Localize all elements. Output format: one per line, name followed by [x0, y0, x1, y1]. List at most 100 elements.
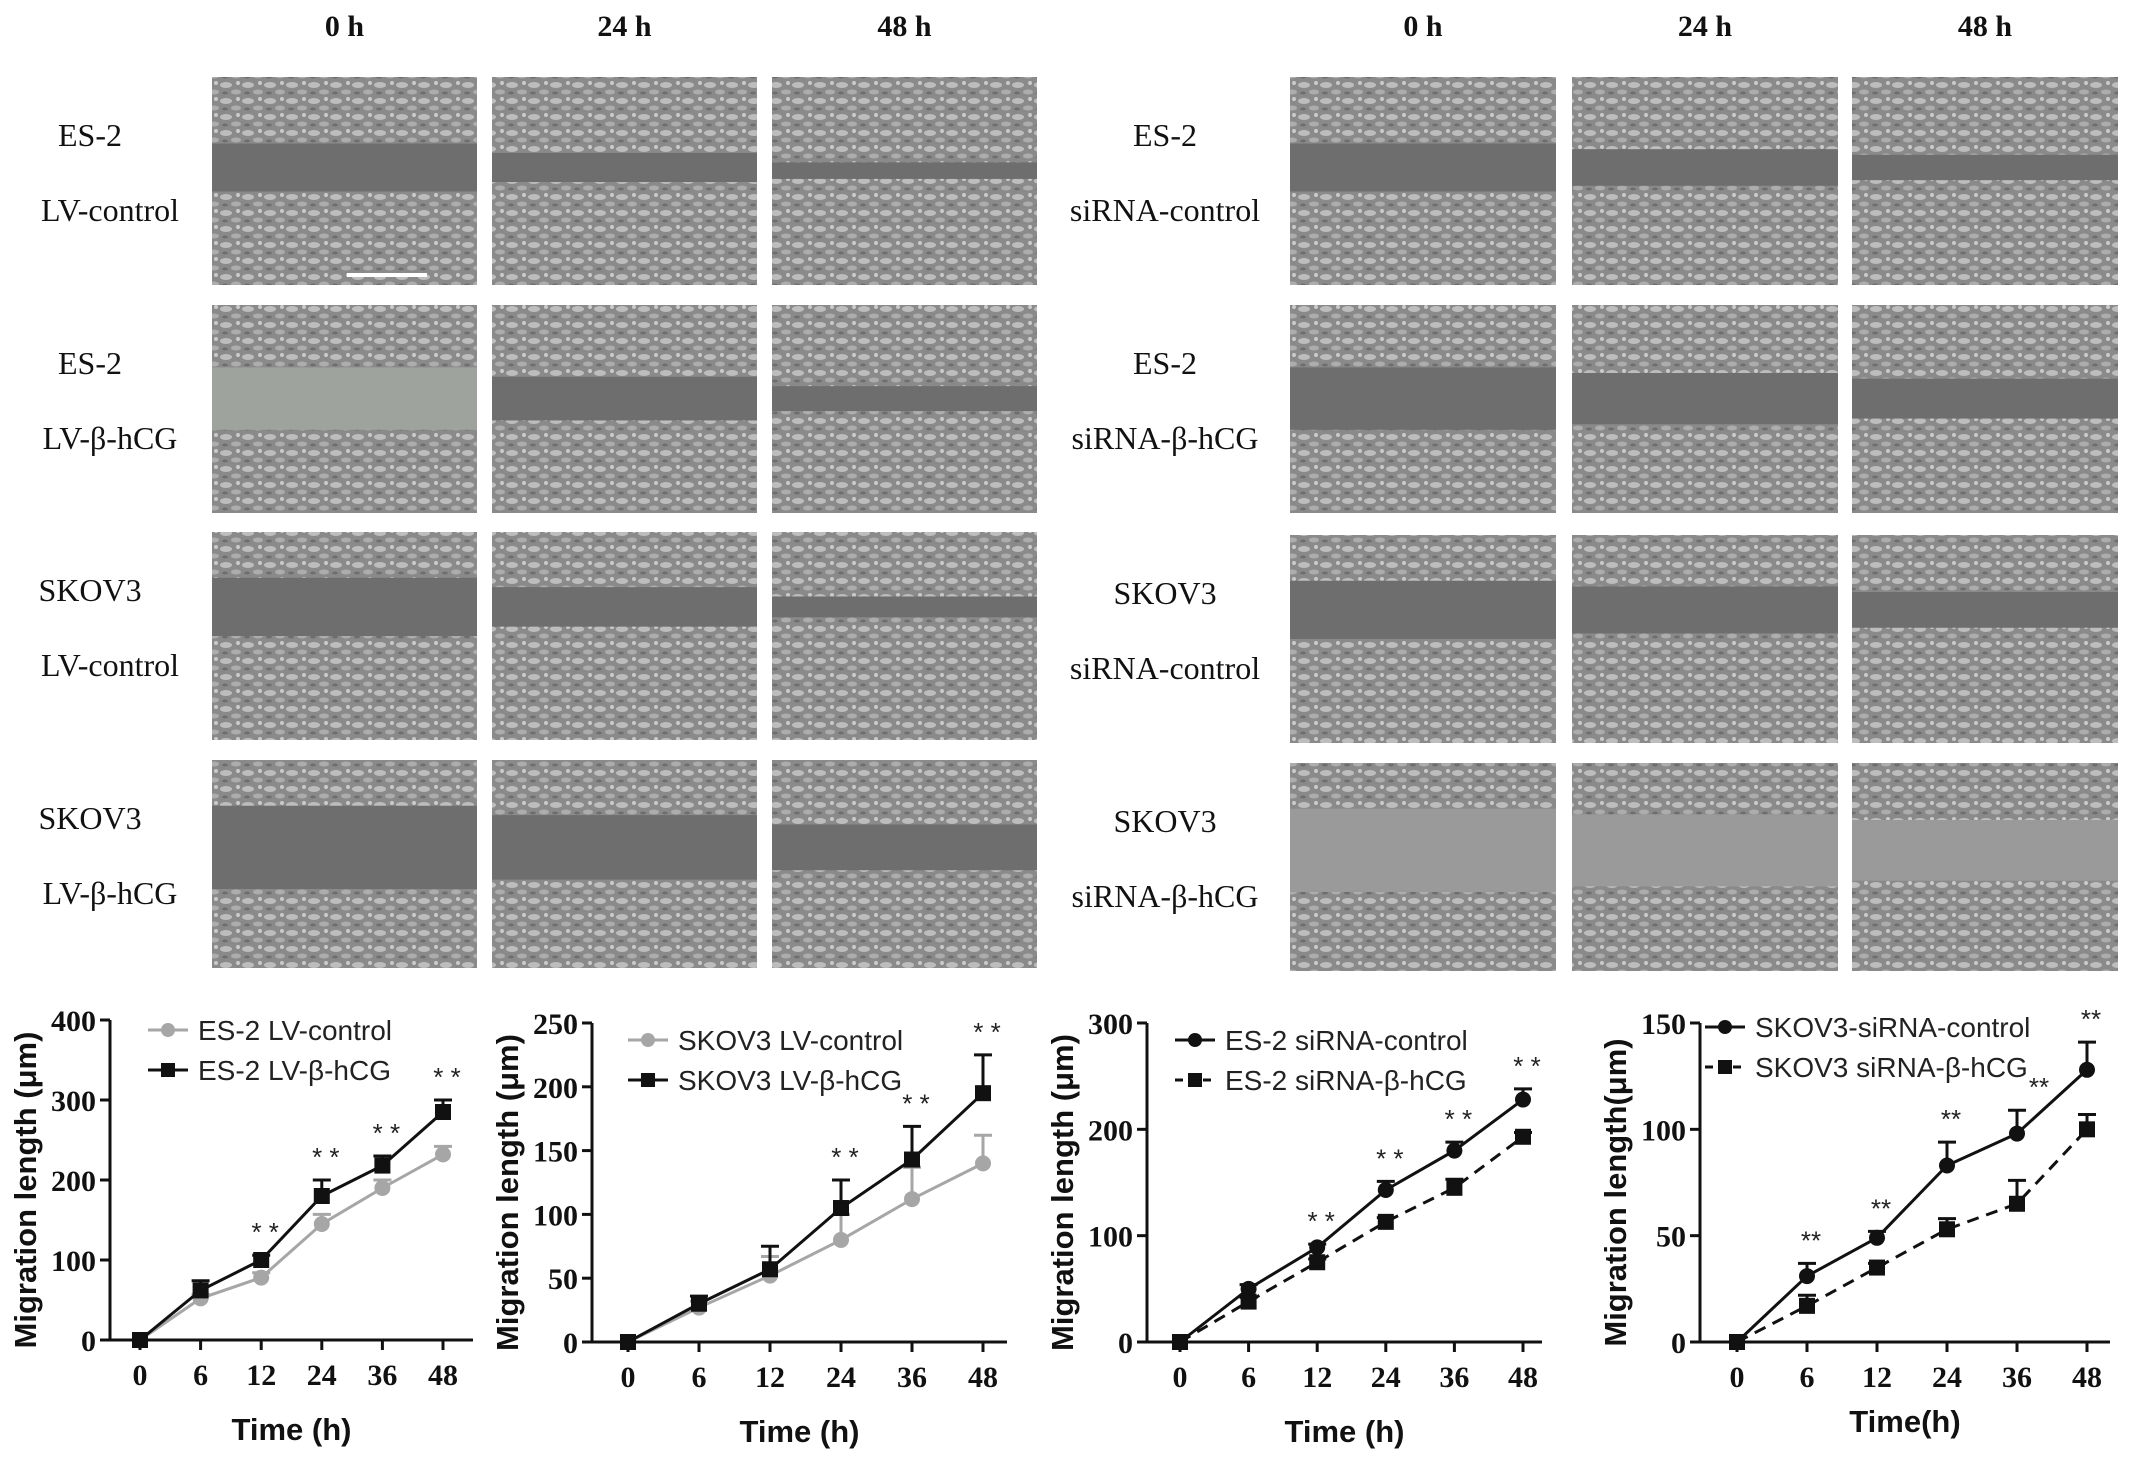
series-line: [139, 1110, 444, 1342]
y-tick-label: 200: [533, 1072, 578, 1105]
data-point: [1729, 1334, 1745, 1350]
data-point: [435, 1104, 451, 1120]
y-tick-label: 200: [1088, 1114, 1133, 1147]
micrograph-image: [492, 305, 757, 513]
micrograph-image: [1290, 305, 1556, 513]
legend-label: SKOV3-siRNA-control: [1755, 1012, 2030, 1043]
x-axis-label: Time(h): [1849, 1404, 1960, 1439]
significance-marker: * *: [1376, 1143, 1403, 1173]
series-2: [132, 1098, 452, 1348]
series-2: [1172, 1128, 1532, 1350]
series-1: [1172, 1087, 1532, 1350]
x-axis-label: Time (h): [1285, 1414, 1405, 1449]
series-line: [627, 1162, 984, 1344]
legend-entry: SKOV3 LV-control: [628, 1025, 903, 1056]
significance-marker: * *: [312, 1142, 339, 1172]
cell-layer: [772, 77, 1037, 285]
data-point: [833, 1200, 849, 1217]
scratch-wound-gap: [492, 815, 757, 880]
legend-entry: ES-2 siRNA-β-hCG: [1175, 1065, 1467, 1096]
micrograph-grid: 0 h 24 h 48 h ES-2 LV-control ES-2 LV-β-hCG SKO…: [38, 10, 2118, 971]
significance-marker: * *: [1307, 1206, 1334, 1236]
data-point: [1515, 1128, 1531, 1145]
legend-label: ES-2 LV-β-hCG: [198, 1055, 391, 1086]
x-tick-label: 24: [1371, 1361, 1401, 1394]
significance-marker: **: [2081, 1004, 2101, 1034]
row-label-line2: LV-β-hCG: [43, 875, 178, 911]
row-label-line2: LV-control: [41, 192, 179, 228]
data-point: [1377, 1181, 1394, 1198]
y-tick-label: 100: [1641, 1114, 1686, 1147]
legend-marker: [161, 1023, 175, 1037]
significance-marker: * *: [831, 1142, 858, 1172]
micrograph-image: [492, 532, 757, 740]
row-label-line2: siRNA-β-hCG: [1072, 420, 1259, 456]
series-line: [627, 1092, 985, 1344]
scratch-wound-gap: [212, 367, 477, 430]
significance-marker: * *: [1513, 1051, 1540, 1081]
micrograph-image: [212, 77, 477, 285]
series-1: [1729, 1040, 2096, 1350]
scale-bar: [347, 273, 427, 277]
row-label-line2: siRNA-β-hCG: [1072, 878, 1259, 914]
micrograph-image: [492, 77, 757, 285]
series-1: [132, 1144, 452, 1348]
column-header-0h: 0 h: [325, 10, 365, 43]
legend-marker: [1718, 1020, 1732, 1034]
data-point: [691, 1295, 707, 1312]
x-tick-label: 0: [133, 1359, 148, 1392]
scratch-wound-gap: [772, 824, 1037, 871]
micrograph-image: [1290, 535, 1556, 743]
scratch-wound-gap: [212, 143, 477, 192]
data-point: [975, 1085, 991, 1102]
data-point: [1240, 1293, 1257, 1310]
legend-marker: [641, 1073, 655, 1087]
x-tick-label: 24: [1932, 1361, 1962, 1394]
micrograph-image: [772, 77, 1037, 285]
data-point: [1172, 1334, 1188, 1350]
legend-marker: [641, 1033, 655, 1047]
scratch-wound-gap: [1852, 591, 2118, 628]
legend-marker: [1188, 1033, 1202, 1047]
y-axis-label: Migration length (μm): [1045, 1034, 1080, 1351]
scratch-wound-gap: [212, 577, 477, 636]
micrograph-image: [772, 532, 1037, 740]
x-tick-label: 12: [1302, 1361, 1332, 1394]
cell-layer: [1852, 77, 2118, 285]
significance-marker: **: [1941, 1104, 1961, 1134]
x-tick-label: 48: [2072, 1361, 2102, 1394]
y-tick-label: 0: [1671, 1327, 1686, 1360]
scratch-wound-gap: [772, 596, 1037, 618]
micrograph-image: [1290, 763, 1556, 971]
significance-marker: * *: [902, 1088, 929, 1118]
data-point: [2009, 1125, 2025, 1142]
chart-4: 0 50 100 150 0 6 12 24 36 48 Time(h) Migration leng…: [1598, 1004, 2110, 1439]
row-label-line1: SKOV3: [38, 800, 141, 836]
data-point: [1869, 1259, 1885, 1276]
significance-marker: * *: [373, 1118, 400, 1148]
x-tick-label: 6: [692, 1361, 707, 1394]
micrograph-image: [212, 532, 477, 740]
column-header-24h: 24 h: [597, 10, 652, 43]
scratch-wound-gap: [1572, 373, 1838, 425]
y-tick-label: 0: [563, 1327, 578, 1360]
data-point: [1309, 1254, 1326, 1271]
data-point: [374, 1180, 391, 1196]
row-label-line2: LV-β-hCG: [43, 420, 178, 456]
data-point: [313, 1188, 330, 1204]
legend-entry: SKOV3-siRNA-control: [1705, 1012, 2030, 1043]
scratch-wound-gap: [1290, 367, 1556, 430]
column-header-48h: 48 h: [877, 10, 932, 43]
data-point: [2079, 1061, 2095, 1078]
legend-label: ES-2 LV-control: [198, 1015, 392, 1046]
y-tick-label: 300: [51, 1085, 96, 1118]
x-tick-label: 24: [307, 1359, 337, 1392]
y-tick-label: 0: [1118, 1327, 1133, 1360]
scratch-wound-gap: [1572, 814, 1838, 887]
data-point: [132, 1332, 148, 1348]
column-header-0h: 0 h: [1403, 10, 1443, 43]
scratch-wound-gap: [1290, 143, 1556, 192]
legend-marker: [1188, 1073, 1202, 1087]
y-tick-label: 100: [1088, 1221, 1133, 1254]
legend-entry: ES-2 LV-β-hCG: [148, 1055, 391, 1086]
